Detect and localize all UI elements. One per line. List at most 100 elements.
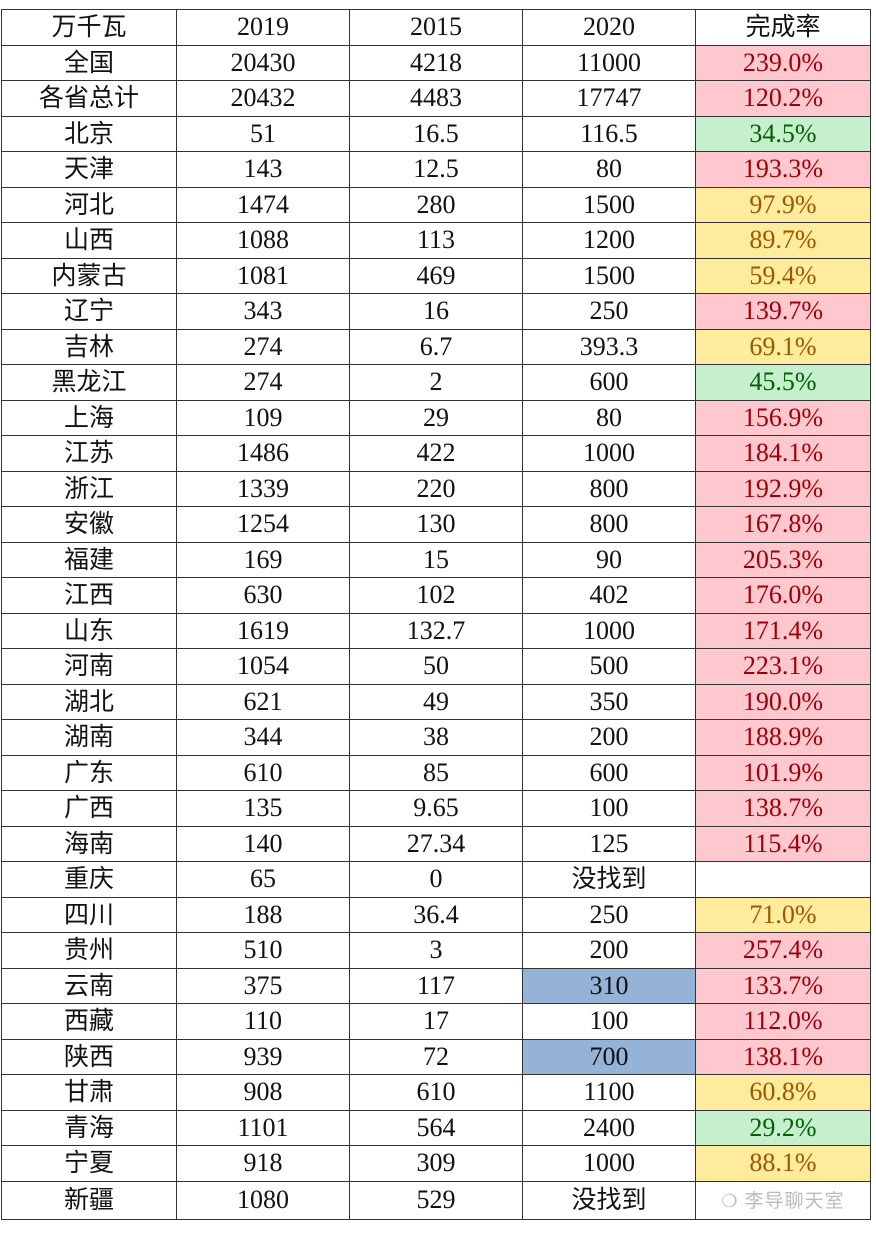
value-2020-cell: 没找到 (522, 1180, 696, 1220)
value-2020-cell: 600 (522, 754, 696, 791)
value-2020-cell: 1000 (522, 435, 696, 472)
region-cell: 江西 (1, 577, 177, 614)
value-2020-cell: 1200 (522, 222, 696, 259)
value-2020-cell: 1000 (522, 612, 696, 649)
table-row: 各省总计 20432 4483 17747 120.2% (1, 80, 871, 117)
value-2019-cell: 630 (176, 577, 350, 614)
value-2015-cell: 38 (349, 719, 523, 756)
value-2019-cell: 1088 (176, 222, 350, 259)
value-2019-cell: 1474 (176, 186, 350, 223)
region-cell: 青海 (1, 1109, 177, 1146)
table-row: 云南 375 117 310 133.7% (1, 967, 871, 1004)
region-cell: 各省总计 (1, 80, 177, 117)
value-2019-cell: 1080 (176, 1180, 350, 1220)
table-row: 湖南 344 38 200 188.9% (1, 719, 871, 756)
value-2019-cell: 140 (176, 825, 350, 862)
region-cell: 吉林 (1, 328, 177, 365)
table-row: 吉林 274 6.7 393.3 69.1% (1, 328, 871, 365)
value-2019-cell: 344 (176, 719, 350, 756)
table-row: 上海 109 29 80 156.9% (1, 399, 871, 436)
value-2015-cell: 564 (349, 1109, 523, 1146)
table-row: 西藏 110 17 100 112.0% (1, 1003, 871, 1040)
table-row: 辽宁 343 16 250 139.7% (1, 293, 871, 330)
value-2019-cell: 274 (176, 328, 350, 365)
value-2015-cell: 4218 (349, 44, 523, 81)
value-2019-cell: 1254 (176, 506, 350, 543)
rate-cell: 29.2% (695, 1109, 871, 1146)
header-row: 万千瓦 2019 2015 2020 完成率 (1, 9, 871, 46)
region-cell: 北京 (1, 115, 177, 152)
table-row: 福建 169 15 90 205.3% (1, 541, 871, 578)
value-2020-cell: 310 (522, 967, 696, 1004)
table-row: 内蒙古 1081 469 1500 59.4% (1, 257, 871, 294)
value-2019-cell: 20430 (176, 44, 350, 81)
rate-cell: 115.4% (695, 825, 871, 862)
value-2020-cell: 17747 (522, 80, 696, 117)
value-2019-cell: 51 (176, 115, 350, 152)
value-2015-cell: 220 (349, 470, 523, 507)
table-row: 全国 20430 4218 11000 239.0% (1, 44, 871, 81)
value-2019-cell: 1054 (176, 648, 350, 685)
value-2020-cell: 1100 (522, 1074, 696, 1111)
watermark: ❍ 李导聊天室 (721, 1190, 844, 1212)
value-2020-cell: 800 (522, 470, 696, 507)
table-row: 北京 51 16.5 116.5 34.5% (1, 115, 871, 152)
value-2019-cell: 135 (176, 790, 350, 827)
value-2015-cell: 529 (349, 1180, 523, 1220)
rate-cell: 223.1% (695, 648, 871, 685)
watermark-text: 李导聊天室 (744, 1189, 845, 1212)
rate-cell (695, 861, 871, 898)
table-row: 四川 188 36.4 250 71.0% (1, 896, 871, 933)
value-2019-cell: 610 (176, 754, 350, 791)
value-2020-cell: 116.5 (522, 115, 696, 152)
region-cell: 云南 (1, 967, 177, 1004)
value-2015-cell: 16 (349, 293, 523, 330)
table-row: 江西 630 102 402 176.0% (1, 577, 871, 614)
value-2015-cell: 36.4 (349, 896, 523, 933)
value-2015-cell: 6.7 (349, 328, 523, 365)
region-cell: 湖北 (1, 683, 177, 720)
value-2015-cell: 113 (349, 222, 523, 259)
region-cell: 河北 (1, 186, 177, 223)
value-2020-cell: 80 (522, 151, 696, 188)
region-cell: 广西 (1, 790, 177, 827)
value-2015-cell: 29 (349, 399, 523, 436)
rate-cell: 45.5% (695, 364, 871, 401)
region-cell: 陕西 (1, 1038, 177, 1075)
value-2019-cell: 510 (176, 932, 350, 969)
value-2019-cell: 1486 (176, 435, 350, 472)
region-cell: 贵州 (1, 932, 177, 969)
value-2020-cell: 2400 (522, 1109, 696, 1146)
region-cell: 河南 (1, 648, 177, 685)
header-2015: 2015 (349, 9, 523, 46)
value-2015-cell: 49 (349, 683, 523, 720)
rate-cell: 88.1% (695, 1145, 871, 1182)
table-row: 广西 135 9.65 100 138.7% (1, 790, 871, 827)
value-2015-cell: 469 (349, 257, 523, 294)
value-2020-cell: 700 (522, 1038, 696, 1075)
region-cell: 浙江 (1, 470, 177, 507)
value-2015-cell: 610 (349, 1074, 523, 1111)
table-row: 山西 1088 113 1200 89.7% (1, 222, 871, 259)
region-cell: 辽宁 (1, 293, 177, 330)
rate-cell: 138.7% (695, 790, 871, 827)
value-2015-cell: 309 (349, 1145, 523, 1182)
value-2015-cell: 9.65 (349, 790, 523, 827)
rate-cell: 112.0% (695, 1003, 871, 1040)
value-2015-cell: 4483 (349, 80, 523, 117)
region-cell: 江苏 (1, 435, 177, 472)
table-row: 山东 1619 132.7 1000 171.4% (1, 612, 871, 649)
value-2019-cell: 110 (176, 1003, 350, 1040)
table-row: 宁夏 918 309 1000 88.1% (1, 1145, 871, 1182)
value-2019-cell: 188 (176, 896, 350, 933)
value-2015-cell: 17 (349, 1003, 523, 1040)
region-cell: 黑龙江 (1, 364, 177, 401)
value-2015-cell: 0 (349, 861, 523, 898)
value-2020-cell: 250 (522, 293, 696, 330)
rate-cell: 184.1% (695, 435, 871, 472)
rate-cell: 171.4% (695, 612, 871, 649)
value-2020-cell: 90 (522, 541, 696, 578)
region-cell: 上海 (1, 399, 177, 436)
region-cell: 安徽 (1, 506, 177, 543)
table-row: 新疆 1080 529 没找到 ❍ 李导聊天室 (1, 1180, 871, 1220)
